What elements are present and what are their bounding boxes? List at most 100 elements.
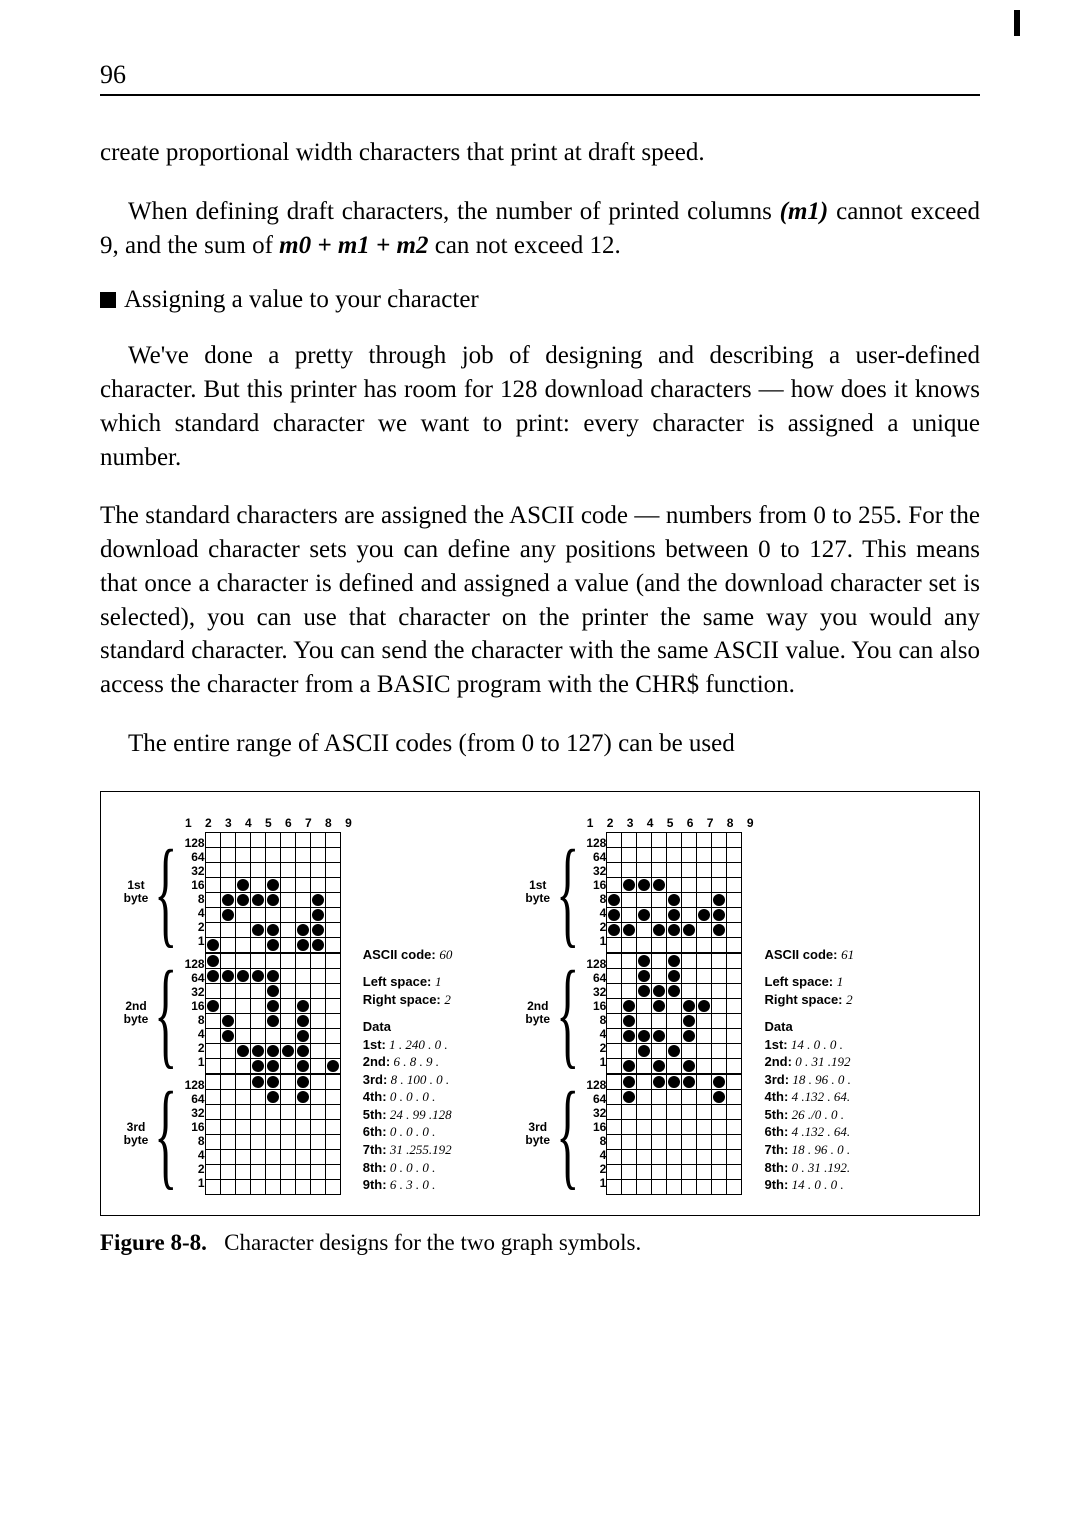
grid-cell <box>280 892 295 907</box>
grid-cell <box>265 1164 280 1179</box>
row-label: 32 <box>582 1106 606 1120</box>
data-heading-right: Data <box>765 1018 915 1036</box>
grid-cell <box>652 1013 667 1028</box>
grid-cell <box>205 1013 220 1028</box>
grid-cell <box>295 847 310 862</box>
grid-cell <box>250 1028 265 1043</box>
grid-cell <box>697 1164 712 1179</box>
page-number: 96 <box>100 60 980 96</box>
grid-cell <box>667 937 682 952</box>
figure-caption-text: Character designs for the two graph symb… <box>224 1230 641 1255</box>
grid-cell <box>712 1149 727 1164</box>
grid-cell <box>622 877 637 892</box>
grid-cell <box>622 1119 637 1134</box>
row-label: 16 <box>582 1120 606 1134</box>
grid-cell <box>220 892 235 907</box>
grid-cell <box>250 862 265 877</box>
grid-cell <box>235 907 250 922</box>
grid-cell <box>667 1074 682 1089</box>
grid-cell <box>712 953 727 968</box>
grid-cell <box>280 862 295 877</box>
grid-cell <box>652 907 667 922</box>
grid-block: 2ndbyte{1286432168421 <box>523 953 759 1074</box>
grid-cell <box>325 998 340 1013</box>
grid-cell <box>310 998 325 1013</box>
grid-cell <box>637 1043 652 1058</box>
grid-cell <box>295 953 310 968</box>
grid-cell <box>697 1119 712 1134</box>
grid-cell <box>325 892 340 907</box>
grid-cell <box>637 1164 652 1179</box>
grid-cell <box>250 1074 265 1089</box>
grid-cell <box>265 1104 280 1119</box>
grid-cell <box>652 1074 667 1089</box>
row-label: 8 <box>181 1134 205 1148</box>
grid-cell <box>280 937 295 952</box>
grid-cell <box>682 922 697 937</box>
grid-cell <box>697 1013 712 1028</box>
grid-cell <box>205 1164 220 1179</box>
grid-cell <box>235 1089 250 1104</box>
grid-cell <box>310 847 325 862</box>
grid-cell <box>250 907 265 922</box>
grid-cell <box>220 1013 235 1028</box>
data-row: 3rd: 8 . 100 . 0 . <box>363 1071 513 1089</box>
grid-cell <box>637 953 652 968</box>
grid-cell <box>622 1179 637 1194</box>
grid-cell <box>295 892 310 907</box>
grid-cell <box>325 1074 340 1089</box>
bullet-square-icon <box>100 292 116 308</box>
grid-cell <box>712 1043 727 1058</box>
row-label: 1 <box>582 1055 606 1069</box>
grid-cell <box>205 877 220 892</box>
grid-cell <box>712 847 727 862</box>
grid-cell <box>235 983 250 998</box>
grid-cell <box>697 1179 712 1194</box>
grid-cell <box>682 1149 697 1164</box>
grid-cell <box>280 907 295 922</box>
grid-cell <box>682 1104 697 1119</box>
grid-cell <box>295 1164 310 1179</box>
grid-cell <box>622 907 637 922</box>
grid-cell <box>682 937 697 952</box>
grid-cell <box>325 968 340 983</box>
ascii-value-right: 61 <box>841 947 854 962</box>
grid-cell <box>622 1058 637 1073</box>
row-label: 8 <box>181 1013 205 1027</box>
lspace-val-left: 1 <box>435 974 442 989</box>
grid-cell <box>250 983 265 998</box>
grid-cell <box>205 983 220 998</box>
ascii-label: ASCII code: <box>363 946 436 964</box>
grid-cell <box>667 877 682 892</box>
grid-cell <box>280 1134 295 1149</box>
grid-cell <box>280 1104 295 1119</box>
grid-cell <box>310 907 325 922</box>
grid-cell <box>637 998 652 1013</box>
grid-cell <box>280 1028 295 1043</box>
grid-cell <box>295 1149 310 1164</box>
grid-cell <box>727 968 742 983</box>
grid-cell <box>205 937 220 952</box>
grid-cell <box>652 1149 667 1164</box>
data-row: 8th: 0 . 0 . 0 . <box>363 1159 513 1177</box>
grid-cell <box>727 1089 742 1104</box>
grid-cell <box>265 1134 280 1149</box>
grid-cell <box>235 892 250 907</box>
grid-cell <box>295 937 310 952</box>
grid-cell <box>205 892 220 907</box>
grid-cell <box>235 1013 250 1028</box>
grid-cell <box>295 1089 310 1104</box>
grid-cell <box>325 877 340 892</box>
grid-cell <box>712 1164 727 1179</box>
grid-cell <box>637 832 652 847</box>
row-label: 2 <box>181 1041 205 1055</box>
grid-cell <box>310 1013 325 1028</box>
grid-cell <box>652 1134 667 1149</box>
dot-grid <box>606 1074 742 1195</box>
col-header-left: 1 2 3 4 5 6 7 8 9 <box>185 816 357 830</box>
dot-grid <box>606 953 742 1074</box>
dot-grid <box>606 832 742 953</box>
grid-cell <box>280 968 295 983</box>
paragraph-4: The standard characters are assigned the… <box>100 499 980 702</box>
grid-cell <box>652 1089 667 1104</box>
